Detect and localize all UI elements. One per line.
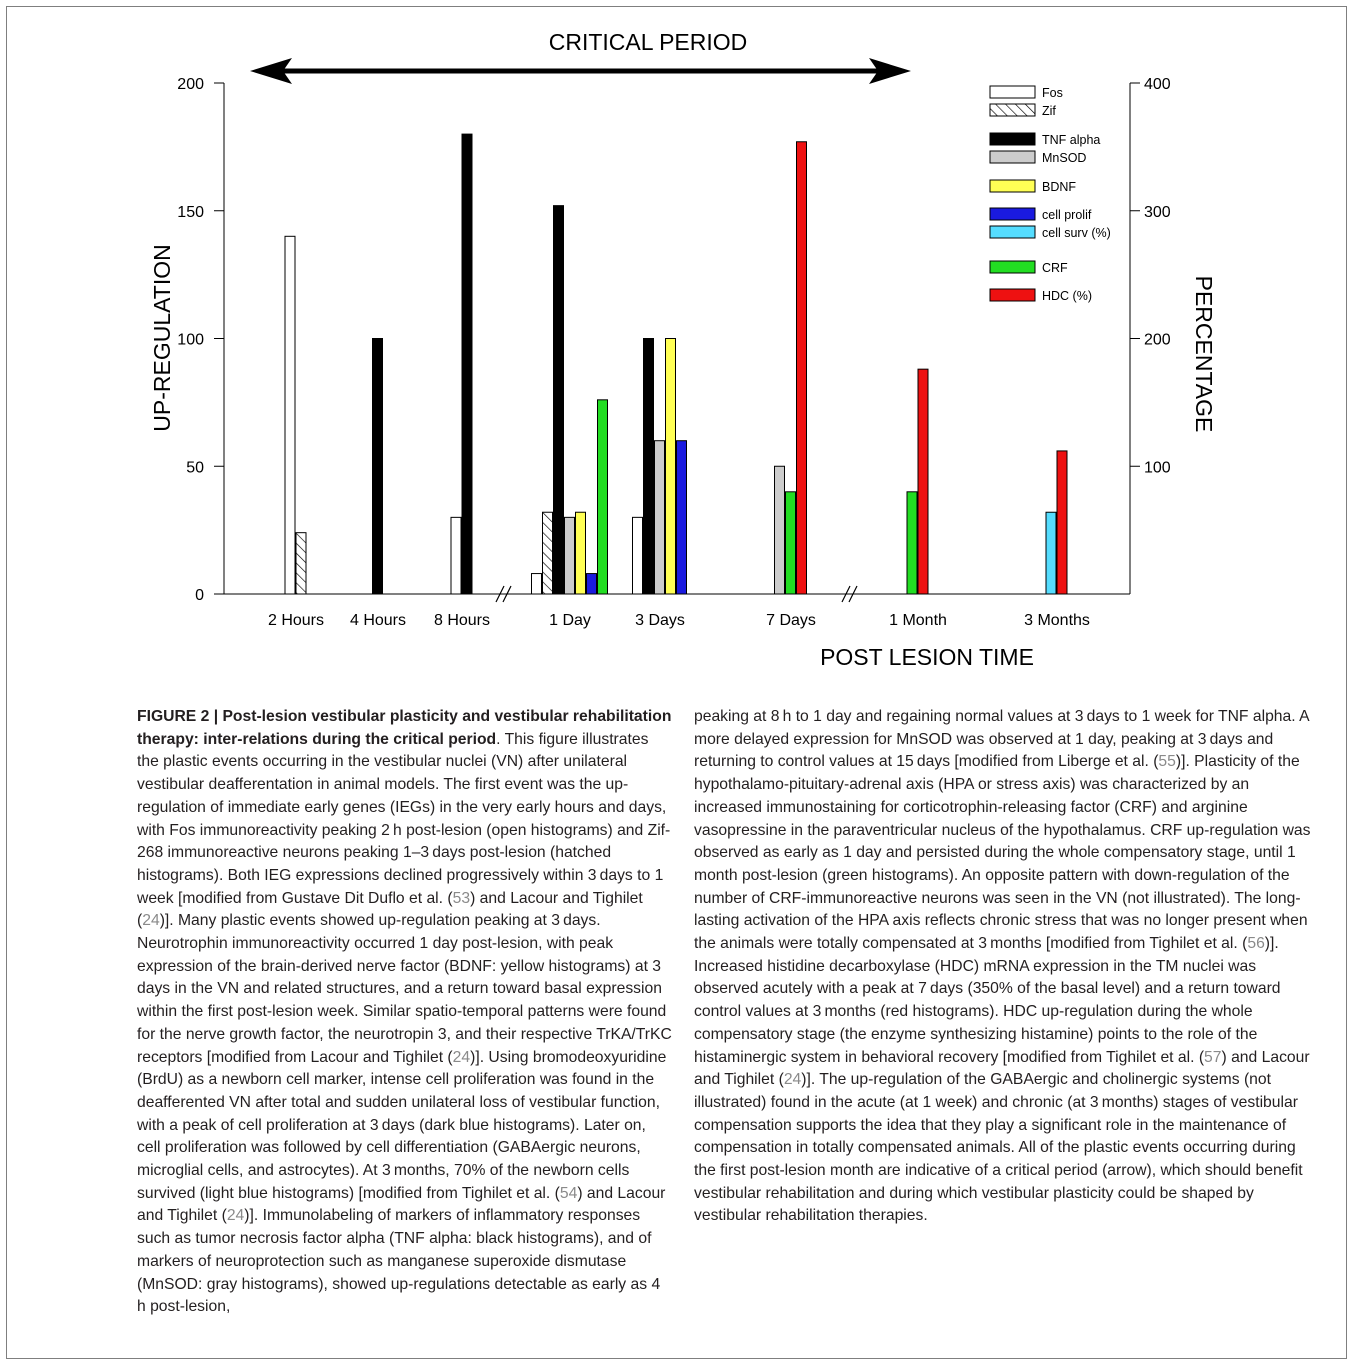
bars <box>284 133 1068 595</box>
axis-break <box>495 585 505 603</box>
legend-label: MnSOD <box>1042 151 1086 165</box>
legend-swatch <box>989 150 1036 164</box>
reference-link[interactable]: 57 <box>1204 1048 1222 1066</box>
legend-swatch <box>989 207 1036 221</box>
axis-break <box>841 585 851 603</box>
reference-link[interactable]: 53 <box>452 889 471 907</box>
x-tick-label: 4 Hours <box>350 612 406 629</box>
bar-bdnf <box>575 511 586 595</box>
caption-text: )]. Many plastic events showed up-regula… <box>137 912 672 1066</box>
bar-cell-prolif <box>676 440 687 595</box>
y-axis-label-right: PERCENTAGE <box>1191 276 1217 433</box>
axis-break <box>848 585 858 603</box>
y-tick-label-right: 300 <box>1144 204 1171 221</box>
y-tick-label-right: 400 <box>1144 76 1171 93</box>
legend-label: Zif <box>1042 104 1056 118</box>
legend-label: Fos <box>1042 86 1063 100</box>
legend-label: HDC (%) <box>1042 289 1092 303</box>
caption-text: )]. Using bromodeoxyuridine (BrdU) as a … <box>137 1048 667 1202</box>
y-tick-label-left: 100 <box>177 332 204 349</box>
bar-mnsod <box>774 465 785 595</box>
y-tick-label-right: 100 <box>1144 459 1171 476</box>
x-tick-label: 1 Day <box>549 612 591 629</box>
y-tick-label-left: 50 <box>186 459 204 476</box>
x-tick-label: 7 Days <box>766 612 816 629</box>
bar-mnsod <box>654 440 665 595</box>
y-tick-label-right: 200 <box>1144 332 1171 349</box>
legend-swatch <box>989 103 1036 117</box>
caption-text: )]. Increased histidine decarboxylase (H… <box>694 935 1281 1066</box>
x-tick-label: 3 Days <box>635 612 685 629</box>
legend-swatch <box>989 260 1036 274</box>
bar-tnf-alpha <box>553 205 564 595</box>
figure-2-chart: CRITICAL PERIOD 0 50 100 150 200 100 200 300 400… <box>149 29 1217 670</box>
bar-hdc <box>796 141 807 595</box>
reference-link[interactable]: 24 <box>452 1048 471 1066</box>
bar-crf <box>785 491 796 595</box>
caption-text: ) and Lacour and Tighilet ( <box>137 889 643 930</box>
bar-zif <box>295 532 307 595</box>
bar-fos <box>284 235 296 595</box>
chart-title: CRITICAL PERIOD <box>549 29 748 55</box>
caption-right-column: peaking at 8 h to 1 day and regaining no… <box>694 706 1319 1228</box>
bar-crf <box>906 491 918 595</box>
bar-fos <box>632 516 643 595</box>
caption-left-column: FIGURE 2 | Post-lesion vestibular plasti… <box>137 706 672 1319</box>
legend-label: cell surv (%) <box>1042 226 1111 240</box>
caption-text: )]. Immunolabeling of markers of inflamm… <box>137 1207 664 1316</box>
legend-swatch <box>989 288 1036 302</box>
reference-link[interactable]: 24 <box>783 1071 802 1089</box>
bar-hdc <box>1056 450 1068 595</box>
axes: 0 50 100 150 200 100 200 300 400 2 Hours 4 Hours 8 … <box>177 76 1171 629</box>
x-tick-label: 3 Months <box>1024 612 1090 629</box>
reference-link[interactable]: 56 <box>1247 935 1265 953</box>
bar-zif <box>542 511 553 595</box>
caption-text: ) and Lacour and Tighilet ( <box>694 1048 1310 1089</box>
x-axis-label: POST LESION TIME <box>820 644 1034 670</box>
bar-tnf-alpha <box>372 338 383 595</box>
bar-cell-surv <box>1045 511 1057 595</box>
legend-swatch <box>989 225 1036 239</box>
bar-crf <box>597 399 608 595</box>
legend-swatch <box>989 132 1036 146</box>
reference-link[interactable]: 24 <box>142 912 160 930</box>
caption-text: )]. Plasticity of the hypothalamo-pituit… <box>694 753 1311 953</box>
axis-break <box>502 585 512 603</box>
legend-swatch <box>989 179 1036 193</box>
x-tick-label: 8 Hours <box>434 612 490 629</box>
reference-link[interactable]: 24 <box>226 1207 245 1225</box>
legend-label: TNF alpha <box>1042 133 1100 147</box>
figure-caption-title: FIGURE 2 | Post-lesion vestibular plasti… <box>137 708 672 748</box>
caption-text: ) and Lacour and Tighilet ( <box>137 1184 666 1225</box>
legend-swatch <box>989 85 1036 99</box>
reference-link[interactable]: 54 <box>559 1184 578 1202</box>
bar-tnf-alpha <box>643 338 654 595</box>
bar-tnf-alpha <box>461 133 473 595</box>
bar-fos <box>450 516 462 595</box>
y-tick-label-left: 150 <box>177 204 204 221</box>
legend-label: cell prolif <box>1042 208 1092 222</box>
legend: Fos Zif TNF alpha MnSOD BDNF cell prolif cell … <box>989 85 1111 303</box>
bar-mnsod <box>564 516 575 595</box>
caption-text: )]. The up-regulation of the GABAergic a… <box>694 1071 1303 1225</box>
legend-label: CRF <box>1042 261 1068 275</box>
legend-label: BDNF <box>1042 180 1076 194</box>
bar-fos <box>531 573 542 595</box>
y-axis-label-left: UP-REGULATION <box>149 244 175 431</box>
critical-period-arrow <box>250 58 911 84</box>
caption-text: peaking at 8 h to 1 day and regaining no… <box>694 708 1309 771</box>
y-tick-label-left: 0 <box>195 587 204 604</box>
x-tick-label: 2 Hours <box>268 612 324 629</box>
bar-hdc <box>917 368 929 595</box>
caption-text: . This figure illustrates the plastic ev… <box>137 730 671 907</box>
bar-cell-prolif <box>586 573 597 595</box>
page-frame <box>6 6 1347 1359</box>
y-tick-label-left: 200 <box>177 76 204 93</box>
x-tick-label: 1 Month <box>889 612 947 629</box>
bar-bdnf <box>665 338 676 595</box>
reference-link[interactable]: 55 <box>1158 753 1176 771</box>
